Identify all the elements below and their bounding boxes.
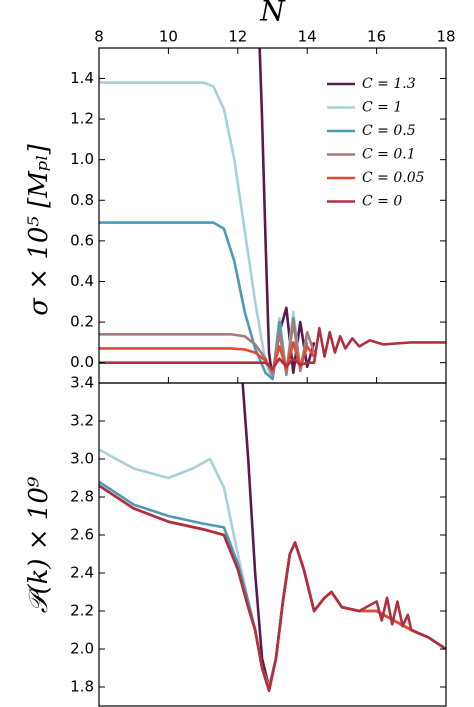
y-tick-label: 0.0	[70, 353, 94, 371]
y-tick-label: 1.8	[70, 678, 94, 696]
x-axis-label: N	[259, 0, 286, 28]
plot-area	[99, 383, 446, 693]
y-tick-label: 3.4	[70, 374, 94, 392]
plot-area	[99, 48, 446, 381]
x-tick-label: 18	[436, 28, 455, 46]
y-tick-label: 3.2	[70, 412, 94, 430]
legend-label: C = 0	[362, 194, 402, 210]
y-tick-label: 1.2	[70, 110, 94, 128]
line-series	[99, 448, 446, 689]
x-tick-label: 10	[159, 28, 178, 46]
line-series	[241, 383, 446, 689]
y-tick-label: 2.4	[70, 564, 94, 582]
legend: C = 1.3 C = 1 C = 0.5 C = 0.1 C = 0.05 C = 0	[327, 76, 425, 210]
y-tick-label: 2.8	[70, 488, 94, 506]
legend-label: C = 0.1	[362, 147, 416, 163]
y-tick-label: 0.2	[70, 313, 94, 331]
y-tick-label: 0.6	[70, 231, 94, 249]
legend-label: C = 1	[362, 100, 402, 116]
line-series	[99, 221, 309, 381]
y-tick-label: 2.0	[70, 640, 94, 658]
line-series	[99, 480, 446, 691]
legend-label: C = 0.05	[362, 170, 425, 186]
y-tick-label: 0.4	[70, 272, 94, 290]
panels: 0.0 0.2 0.4 0.6 0.8 1.0 1.2 1.4 8 10 12 14 16 18 Nσ × …	[24, 0, 456, 707]
y-tick-label: 2.2	[70, 602, 94, 620]
y-axis-label: 𝒫(k) × 10⁹	[24, 476, 54, 613]
legend-label: C = 1.3	[362, 76, 416, 92]
y-tick-label: 3.0	[70, 450, 94, 468]
x-tick-label: 14	[298, 28, 317, 46]
x-tick-label: 16	[367, 28, 386, 46]
line-series	[99, 326, 446, 371]
axes-frame	[98, 382, 447, 707]
y-tick-label: 1.4	[70, 69, 94, 87]
y-axis-label: σ × 10⁵ [Mₚₗ]	[24, 143, 54, 315]
y-tick-label: 1.0	[70, 150, 94, 168]
legend-label: C = 0.5	[362, 123, 416, 139]
axes-frame	[98, 47, 447, 384]
line-series	[258, 48, 316, 381]
x-tick-label: 12	[228, 28, 247, 46]
x-tick-label: 8	[94, 28, 104, 46]
y-tick-label: 0.8	[70, 191, 94, 209]
line-series	[99, 484, 446, 693]
y-tick-label: 2.6	[70, 526, 94, 544]
